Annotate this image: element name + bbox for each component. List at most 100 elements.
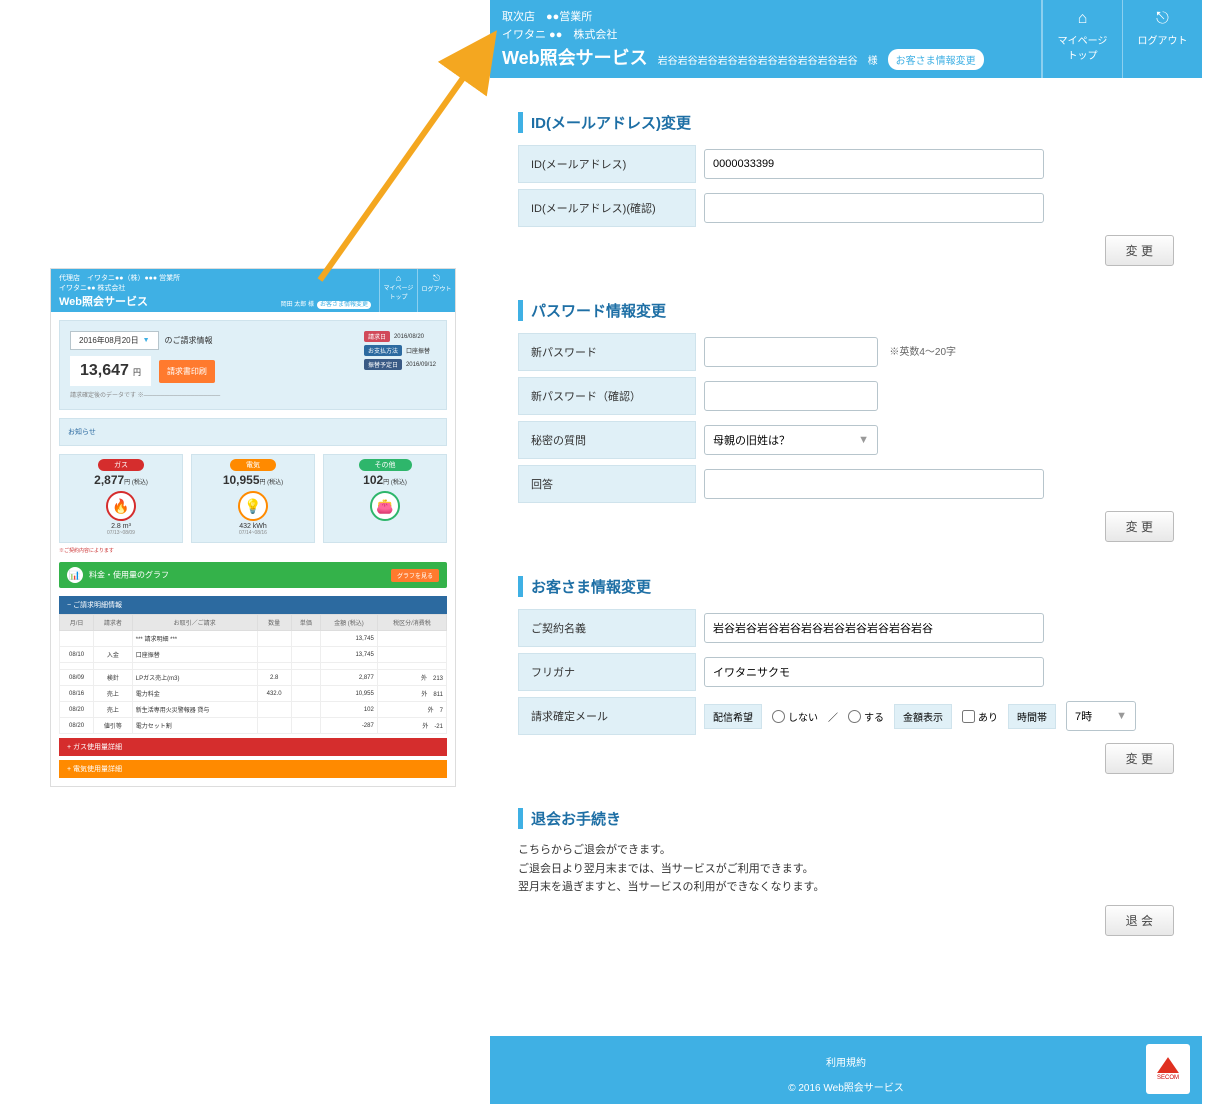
table-header: 税区分/消費税 (377, 615, 446, 631)
thumb-bill-panel: 2016年08月20日 ▼ のご請求情報 13,647円 請求書印刷 請求日20… (59, 320, 447, 410)
home-icon: ⌂ (380, 273, 417, 283)
card-pill: ガス (98, 459, 144, 471)
secom-icon (1157, 1057, 1179, 1073)
header-nav: ⌂ マイページ トップ ⎋ ログアウト (1041, 0, 1202, 78)
nav-logout[interactable]: ⎋ ログアウト (1122, 0, 1202, 78)
select-secret-q[interactable]: 母親の旧姓は？ ▼ (704, 425, 878, 455)
bill-mail-row: 配信希望 しない ／ する 金額表示 あり 時間帯 7時 ▼ (704, 701, 1174, 731)
thumb-bill-note: 請求確定後のデータです ※────────────────── (70, 390, 436, 399)
section-cust-change: お客さま情報変更 ご契約名義 フリガナ 請求確定メール 配信希望 しない ／ す… (518, 576, 1174, 774)
withdraw-l3: 翌月末を過ぎますと、当サービスの利用ができなくなります。 (518, 878, 1174, 897)
thumbnail-page: 代理店 イワタニ●●（株）●●● 営業所 イワタニ●● 株式会社 Web照会サー… (50, 268, 456, 787)
label-contract-name: ご契約名義 (518, 609, 696, 647)
thumb-card[interactable]: 電気 10,955円 (税込) 💡 432 kWh07/14~08/16 (191, 454, 315, 543)
nav-mypage[interactable]: ⌂ マイページ トップ (1042, 0, 1122, 78)
thumb-accordion[interactable]: + ガス使用量詳細 (59, 738, 447, 756)
thumb-header: 代理店 イワタニ●●（株）●●● 営業所 イワタニ●● 株式会社 Web照会サー… (51, 269, 455, 312)
label-answer: 回答 (518, 465, 696, 503)
thumb-detail-table: 月/日請求者お取引／ご請求数量単価金額 (税込)税区分/消費税 *** 請求明細… (59, 614, 447, 734)
checkbox-amount[interactable]: あり (962, 709, 998, 724)
pw-hint: ※英数4～20字 (889, 347, 956, 358)
thumb-bill-info-label: のご請求情報 (165, 335, 213, 346)
tag-amount: 金額表示 (894, 704, 952, 729)
customer-name: 岩谷岩谷岩谷岩谷岩谷岩谷岩谷岩谷岩谷岩谷 様 (658, 52, 878, 67)
table-row: *** 請求明細 ***13,745 (60, 631, 447, 647)
radio-no-deliver[interactable]: しない (772, 709, 818, 724)
thumb-cards-footnote: ※ご契約内容によります (59, 547, 447, 554)
input-pw[interactable] (704, 337, 878, 367)
main-header: 取次店 ●●営業所 イワタニ ●● 株式会社 Web照会サービス 岩谷岩谷岩谷岩… (490, 0, 1202, 78)
chevron-down-icon: ▼ (143, 337, 150, 344)
nav-mypage-label: マイページ トップ (1058, 36, 1108, 62)
home-icon: ⌂ (1043, 10, 1122, 28)
chevron-down-icon: ▼ (1116, 710, 1127, 722)
header-left: 取次店 ●●営業所 イワタニ ●● 株式会社 Web照会サービス 岩谷岩谷岩谷岩… (490, 0, 1041, 78)
label-bill-mail: 請求確定メール (518, 697, 696, 735)
thumb-detail-title[interactable]: − ご請求明細情報 (59, 596, 447, 614)
label-furigana: フリガナ (518, 653, 696, 691)
card-pill: その他 (359, 459, 412, 471)
section-id-change: ID(メールアドレス)変更 ID(メールアドレス) ID(メールアドレス)(確認… (518, 112, 1174, 266)
input-pw-confirm[interactable] (704, 381, 878, 411)
section-pw-change: パスワード情報変更 新パスワード ※英数4～20字 新パスワード（確認） 秘密の… (518, 300, 1174, 542)
table-header: 単価 (291, 615, 320, 631)
thumb-accordion[interactable]: + 電気使用量詳細 (59, 760, 447, 778)
thumb-nav-logout[interactable]: ⎋ログアウト (417, 269, 455, 312)
thumb-amount: 13,647円 (70, 356, 151, 386)
thumb-graph-button[interactable]: グラフを見る (391, 569, 439, 582)
thumb-card[interactable]: ガス 2,877円 (税込) 🔥 2.8 m³07/13~08/09 (59, 454, 183, 543)
thumb-graph-bar[interactable]: 📊料金・使用量のグラフ グラフを見る (59, 562, 447, 588)
input-answer[interactable] (704, 469, 1044, 499)
chart-icon: 📊 (67, 567, 83, 583)
thumb-nav-mypage[interactable]: ⌂マイページ トップ (379, 269, 417, 312)
withdraw-l2: ご退会日より翌月末までは、当サービスがご利用できます。 (518, 860, 1174, 879)
table-header: お取引／ご請求 (132, 615, 257, 631)
thumb-agency: 代理店 イワタニ●●（株）●●● 営業所 (59, 273, 371, 283)
button-cust-change[interactable]: 変 更 (1105, 743, 1174, 774)
thumb-customer: 岡田 太郎 様 (281, 302, 314, 308)
info-change-button[interactable]: お客さま情報変更 (888, 49, 984, 70)
table-header: 金額 (税込) (321, 615, 378, 631)
thumb-notice[interactable]: お知らせ (59, 418, 447, 446)
label-id-confirm: ID(メールアドレス)(確認) (518, 189, 696, 227)
thumb-info-change-button[interactable]: お客さま情報変更 (317, 301, 371, 309)
select-time[interactable]: 7時 ▼ (1066, 701, 1136, 731)
nav-logout-label: ログアウト (1138, 36, 1188, 47)
thumb-date-select[interactable]: 2016年08月20日 ▼ (70, 331, 159, 350)
input-id[interactable] (704, 149, 1044, 179)
footer-terms-link[interactable]: 利用規約 (490, 1054, 1202, 1069)
table-header: 月/日 (60, 615, 94, 631)
withdraw-text: こちらからご退会ができます。 ご退会日より翌月末までは、当サービスがご利用できま… (518, 841, 1174, 897)
label-id: ID(メールアドレス) (518, 145, 696, 183)
card-pill: 電気 (230, 459, 276, 471)
radio-deliver[interactable]: する (848, 709, 884, 724)
footer-copyright: © 2016 Web照会サービス (490, 1079, 1202, 1094)
select-secret-q-value: 母親の旧姓は？ (713, 432, 790, 448)
label-pw-confirm: 新パスワード（確認） (518, 377, 696, 415)
label-pw: 新パスワード (518, 333, 696, 371)
button-withdraw[interactable]: 退 会 (1105, 905, 1174, 936)
thumb-print-button[interactable]: 請求書印刷 (159, 360, 215, 383)
section-title-cust: お客さま情報変更 (518, 576, 1174, 597)
thumb-cards: ガス 2,877円 (税込) 🔥 2.8 m³07/13~08/09 電気 10… (59, 454, 447, 543)
card-icon: 🔥 (106, 491, 136, 521)
thumb-card[interactable]: その他 102円 (税込) 👛 (323, 454, 447, 543)
secom-seal: SECOM (1146, 1044, 1190, 1094)
header-agency: 取次店 ●●営業所 (502, 8, 1029, 24)
tag-time: 時間帯 (1008, 704, 1056, 729)
main-body: ID(メールアドレス)変更 ID(メールアドレス) ID(メールアドレス)(確認… (490, 112, 1202, 976)
card-amount: 2,877円 (税込) (64, 473, 178, 487)
select-time-value: 7時 (1075, 708, 1092, 724)
table-row (60, 663, 447, 670)
button-pw-change[interactable]: 変 更 (1105, 511, 1174, 542)
withdraw-l1: こちらからご退会ができます。 (518, 841, 1174, 860)
section-title-id: ID(メールアドレス)変更 (518, 112, 1174, 133)
card-sub: 2.8 m³07/13~08/09 (64, 523, 178, 536)
input-contract-name[interactable] (704, 613, 1044, 643)
thumb-date-value: 2016年08月20日 (79, 335, 139, 346)
input-id-confirm[interactable] (704, 193, 1044, 223)
card-icon: 👛 (370, 491, 400, 521)
button-id-change[interactable]: 変 更 (1105, 235, 1174, 266)
logout-icon: ⎋ (1123, 10, 1202, 28)
input-furigana[interactable] (704, 657, 1044, 687)
